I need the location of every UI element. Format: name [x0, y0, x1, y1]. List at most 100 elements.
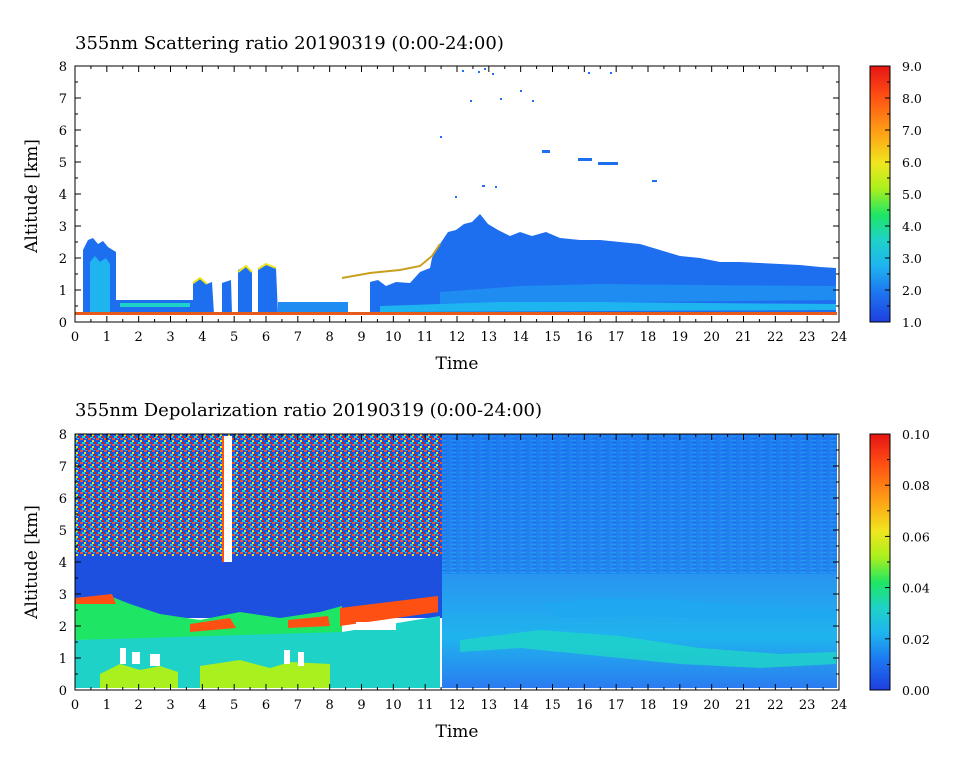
colorbar-tick-label: 0.02 — [902, 632, 930, 647]
chart-title: 355nm Scattering ratio 20190319 (0:00-24… — [75, 33, 504, 54]
x-tick-label: 9 — [357, 330, 365, 345]
band-right-upper — [540, 598, 836, 620]
elevated-layer-line — [341, 243, 441, 279]
x-tick-label: 18 — [640, 330, 657, 345]
colorbar-tick-label: 9.0 — [902, 59, 922, 74]
x-tick-label: 9 — [357, 698, 365, 713]
y-tick-label: 7 — [59, 92, 67, 107]
vertical-streak-edge — [222, 436, 224, 562]
y-tick-label: 8 — [59, 428, 67, 443]
y-tick-label: 3 — [59, 588, 67, 603]
band-right-low — [460, 630, 836, 668]
x-tick-label: 1 — [103, 330, 111, 345]
x-tick-label: 19 — [672, 698, 689, 713]
x-tick-label: 22 — [767, 330, 784, 345]
x-tick-label: 16 — [576, 330, 593, 345]
colorbar-tick-label: 0.06 — [902, 529, 930, 544]
colorbar-tick-label: 1.0 — [902, 315, 922, 330]
aerosol-layer-edge — [75, 594, 438, 632]
x-tick-label: 2 — [135, 330, 143, 345]
x-tick-label: 7 — [294, 330, 302, 345]
heatmap-field — [75, 434, 837, 688]
colorbar-tick-label: 7.0 — [902, 123, 922, 138]
x-tick-label: 3 — [166, 698, 174, 713]
x-tick-label: 21 — [735, 698, 752, 713]
x-tick-label: 22 — [767, 698, 784, 713]
x-tick-label: 23 — [799, 330, 816, 345]
colorbar-tick-label: 0.04 — [902, 581, 930, 596]
x-tick-label: 13 — [481, 698, 498, 713]
colorbar-tick-label: 5.0 — [902, 187, 922, 202]
x-tick-label: 6 — [262, 698, 270, 713]
x-tick-label: 4 — [198, 698, 206, 713]
x-tick-label: 19 — [672, 330, 689, 345]
x-tick-label: 15 — [544, 698, 561, 713]
x-tick-label: 20 — [703, 698, 720, 713]
x-tick-label: 12 — [449, 330, 466, 345]
y-tick-label: 2 — [59, 620, 67, 635]
colorbar-tick-label: 6.0 — [902, 155, 922, 170]
x-tick-label: 0 — [71, 698, 79, 713]
x-tick-label: 4 — [198, 330, 206, 345]
scattered-points — [440, 68, 657, 198]
y-tick-label: 8 — [59, 60, 67, 75]
heatmap-field — [75, 68, 837, 315]
x-tick-label: 23 — [799, 698, 816, 713]
x-tick-label: 3 — [166, 330, 174, 345]
x-tick-label: 12 — [449, 698, 466, 713]
x-tick-label: 8 — [326, 330, 334, 345]
low-layer-b — [278, 302, 348, 314]
colorbar-tick-label: 2.0 — [902, 283, 922, 298]
x-tick-label: 1 — [103, 698, 111, 713]
depolarization-ratio-panel: 355nm Depolarization ratio 20190319 (0:0… — [22, 400, 930, 742]
x-tick-label: 8 — [326, 698, 334, 713]
x-tick-label: 7 — [294, 698, 302, 713]
x-tick-label: 21 — [735, 330, 752, 345]
y-tick-label: 6 — [59, 124, 67, 139]
x-tick-label: 0 — [71, 330, 79, 345]
boundary-layer-hot — [100, 660, 330, 688]
field-right-texture — [442, 434, 837, 574]
x-tick-label: 24 — [831, 698, 848, 713]
chart-title: 355nm Depolarization ratio 20190319 (0:0… — [75, 400, 542, 421]
y-tick-label: 3 — [59, 220, 67, 235]
y-tick-label: 5 — [59, 524, 67, 539]
x-tick-label: 5 — [230, 330, 238, 345]
x-tick-label: 16 — [576, 698, 593, 713]
low-layer-a-top — [120, 303, 190, 307]
y-tick-label: 7 — [59, 460, 67, 475]
colorbar-ticks: 0.10 0.08 0.06 0.04 0.02 0.00 — [885, 427, 930, 698]
y-tick-label: 1 — [59, 284, 67, 299]
x-tick-label: 24 — [831, 330, 848, 345]
y-tick-label: 5 — [59, 156, 67, 171]
y-tick-label: 2 — [59, 252, 67, 267]
y-axis-label: Altitude [km] — [22, 139, 42, 254]
y-tick-label: 0 — [59, 684, 67, 699]
colorbar-tick-label: 4.0 — [902, 219, 922, 234]
vertical-streak — [224, 436, 232, 562]
y-tick-label: 6 — [59, 492, 67, 507]
white-patches — [120, 622, 396, 666]
x-tick-label: 20 — [703, 330, 720, 345]
cloud-mid — [193, 264, 278, 314]
axis-ticks: 0 1 2 3 4 5 6 7 8 9 10 11 12 13 14 15 16 17 18 19 20 21 22 23 24… — [59, 428, 848, 713]
x-tick-label: 2 — [135, 698, 143, 713]
x-tick-label: 15 — [544, 330, 561, 345]
colorbar-ticks: 9.0 8.0 7.0 6.0 5.0 4.0 3.0 2.0 1.0 — [885, 59, 922, 330]
x-tick-label: 6 — [262, 330, 270, 345]
x-tick-label: 14 — [512, 698, 529, 713]
y-tick-label: 0 — [59, 316, 67, 331]
aerosol-layer-top — [75, 596, 342, 640]
layer-band-low — [380, 302, 836, 312]
y-axis-label: Altitude [km] — [22, 505, 42, 620]
x-tick-label: 10 — [385, 698, 402, 713]
x-axis-label: Time — [436, 354, 479, 374]
x-tick-label: 11 — [417, 330, 434, 345]
x-axis-label: Time — [436, 722, 479, 742]
colorbar-tick-label: 0.00 — [902, 683, 930, 698]
x-tick-label: 17 — [608, 330, 625, 345]
scattering-ratio-panel: 355nm Scattering ratio 20190319 (0:00-24… — [22, 33, 922, 374]
colorbar-tick-label: 3.0 — [902, 251, 922, 266]
y-tick-label: 4 — [59, 188, 67, 203]
